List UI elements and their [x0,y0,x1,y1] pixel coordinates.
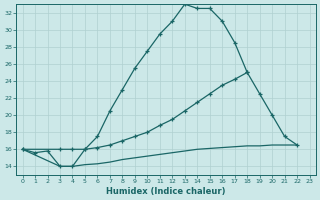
X-axis label: Humidex (Indice chaleur): Humidex (Indice chaleur) [106,187,226,196]
